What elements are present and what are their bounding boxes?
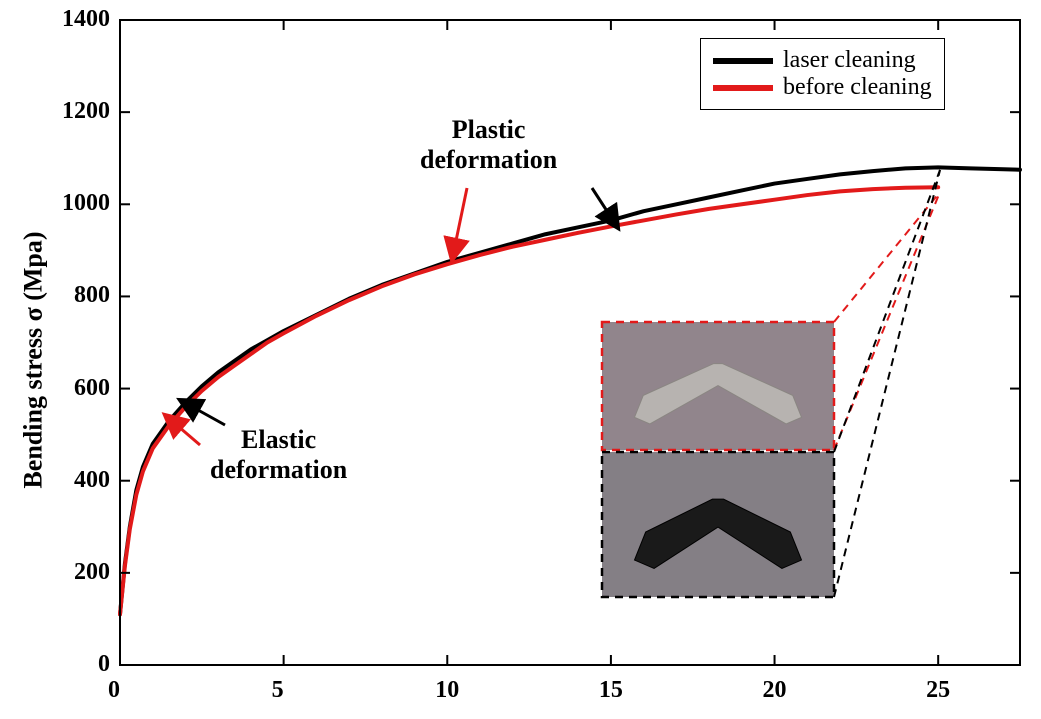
y-axis-label: Bending stress σ (Mpa) [19,231,49,488]
axes [120,20,1020,665]
x-tick-label: 20 [763,677,787,704]
y-tick-label: 400 [50,467,110,494]
annotation-arrows [165,188,618,445]
y-tick-label: 200 [50,559,110,586]
bending-stress-chart: Bending stress σ (Mpa) laser cleaning be… [0,0,1041,719]
x-tick-label: 15 [599,677,623,704]
y-tick-label: 1000 [50,190,110,217]
x-tick-label: 10 [435,677,459,704]
y-tick-label: 600 [50,375,110,402]
annotation-elastic: Elastic deformation [210,425,347,485]
legend-swatch-icon [713,85,773,91]
annotation-line: deformation [210,455,347,484]
x-tick-label: 5 [272,677,284,704]
legend-label: laser cleaning [783,47,916,74]
legend-entry-laser: laser cleaning [713,47,932,74]
y-tick-label: 0 [50,651,110,678]
legend-swatch-icon [713,58,773,64]
insets [602,170,940,597]
annotation-line: deformation [420,145,557,174]
y-tick-label: 800 [50,282,110,309]
y-tick-label: 1400 [50,6,110,33]
legend-entry-before: before cleaning [713,74,932,101]
x-tick-label: 25 [926,677,950,704]
legend-label: before cleaning [783,74,932,101]
annotation-line: Plastic [452,115,526,144]
annotation-line: Elastic [241,425,316,454]
y-tick-label: 1200 [50,98,110,125]
legend: laser cleaning before cleaning [700,38,945,110]
x-tick-label: 0 [108,677,120,704]
annotation-plastic: Plastic deformation [420,115,557,175]
